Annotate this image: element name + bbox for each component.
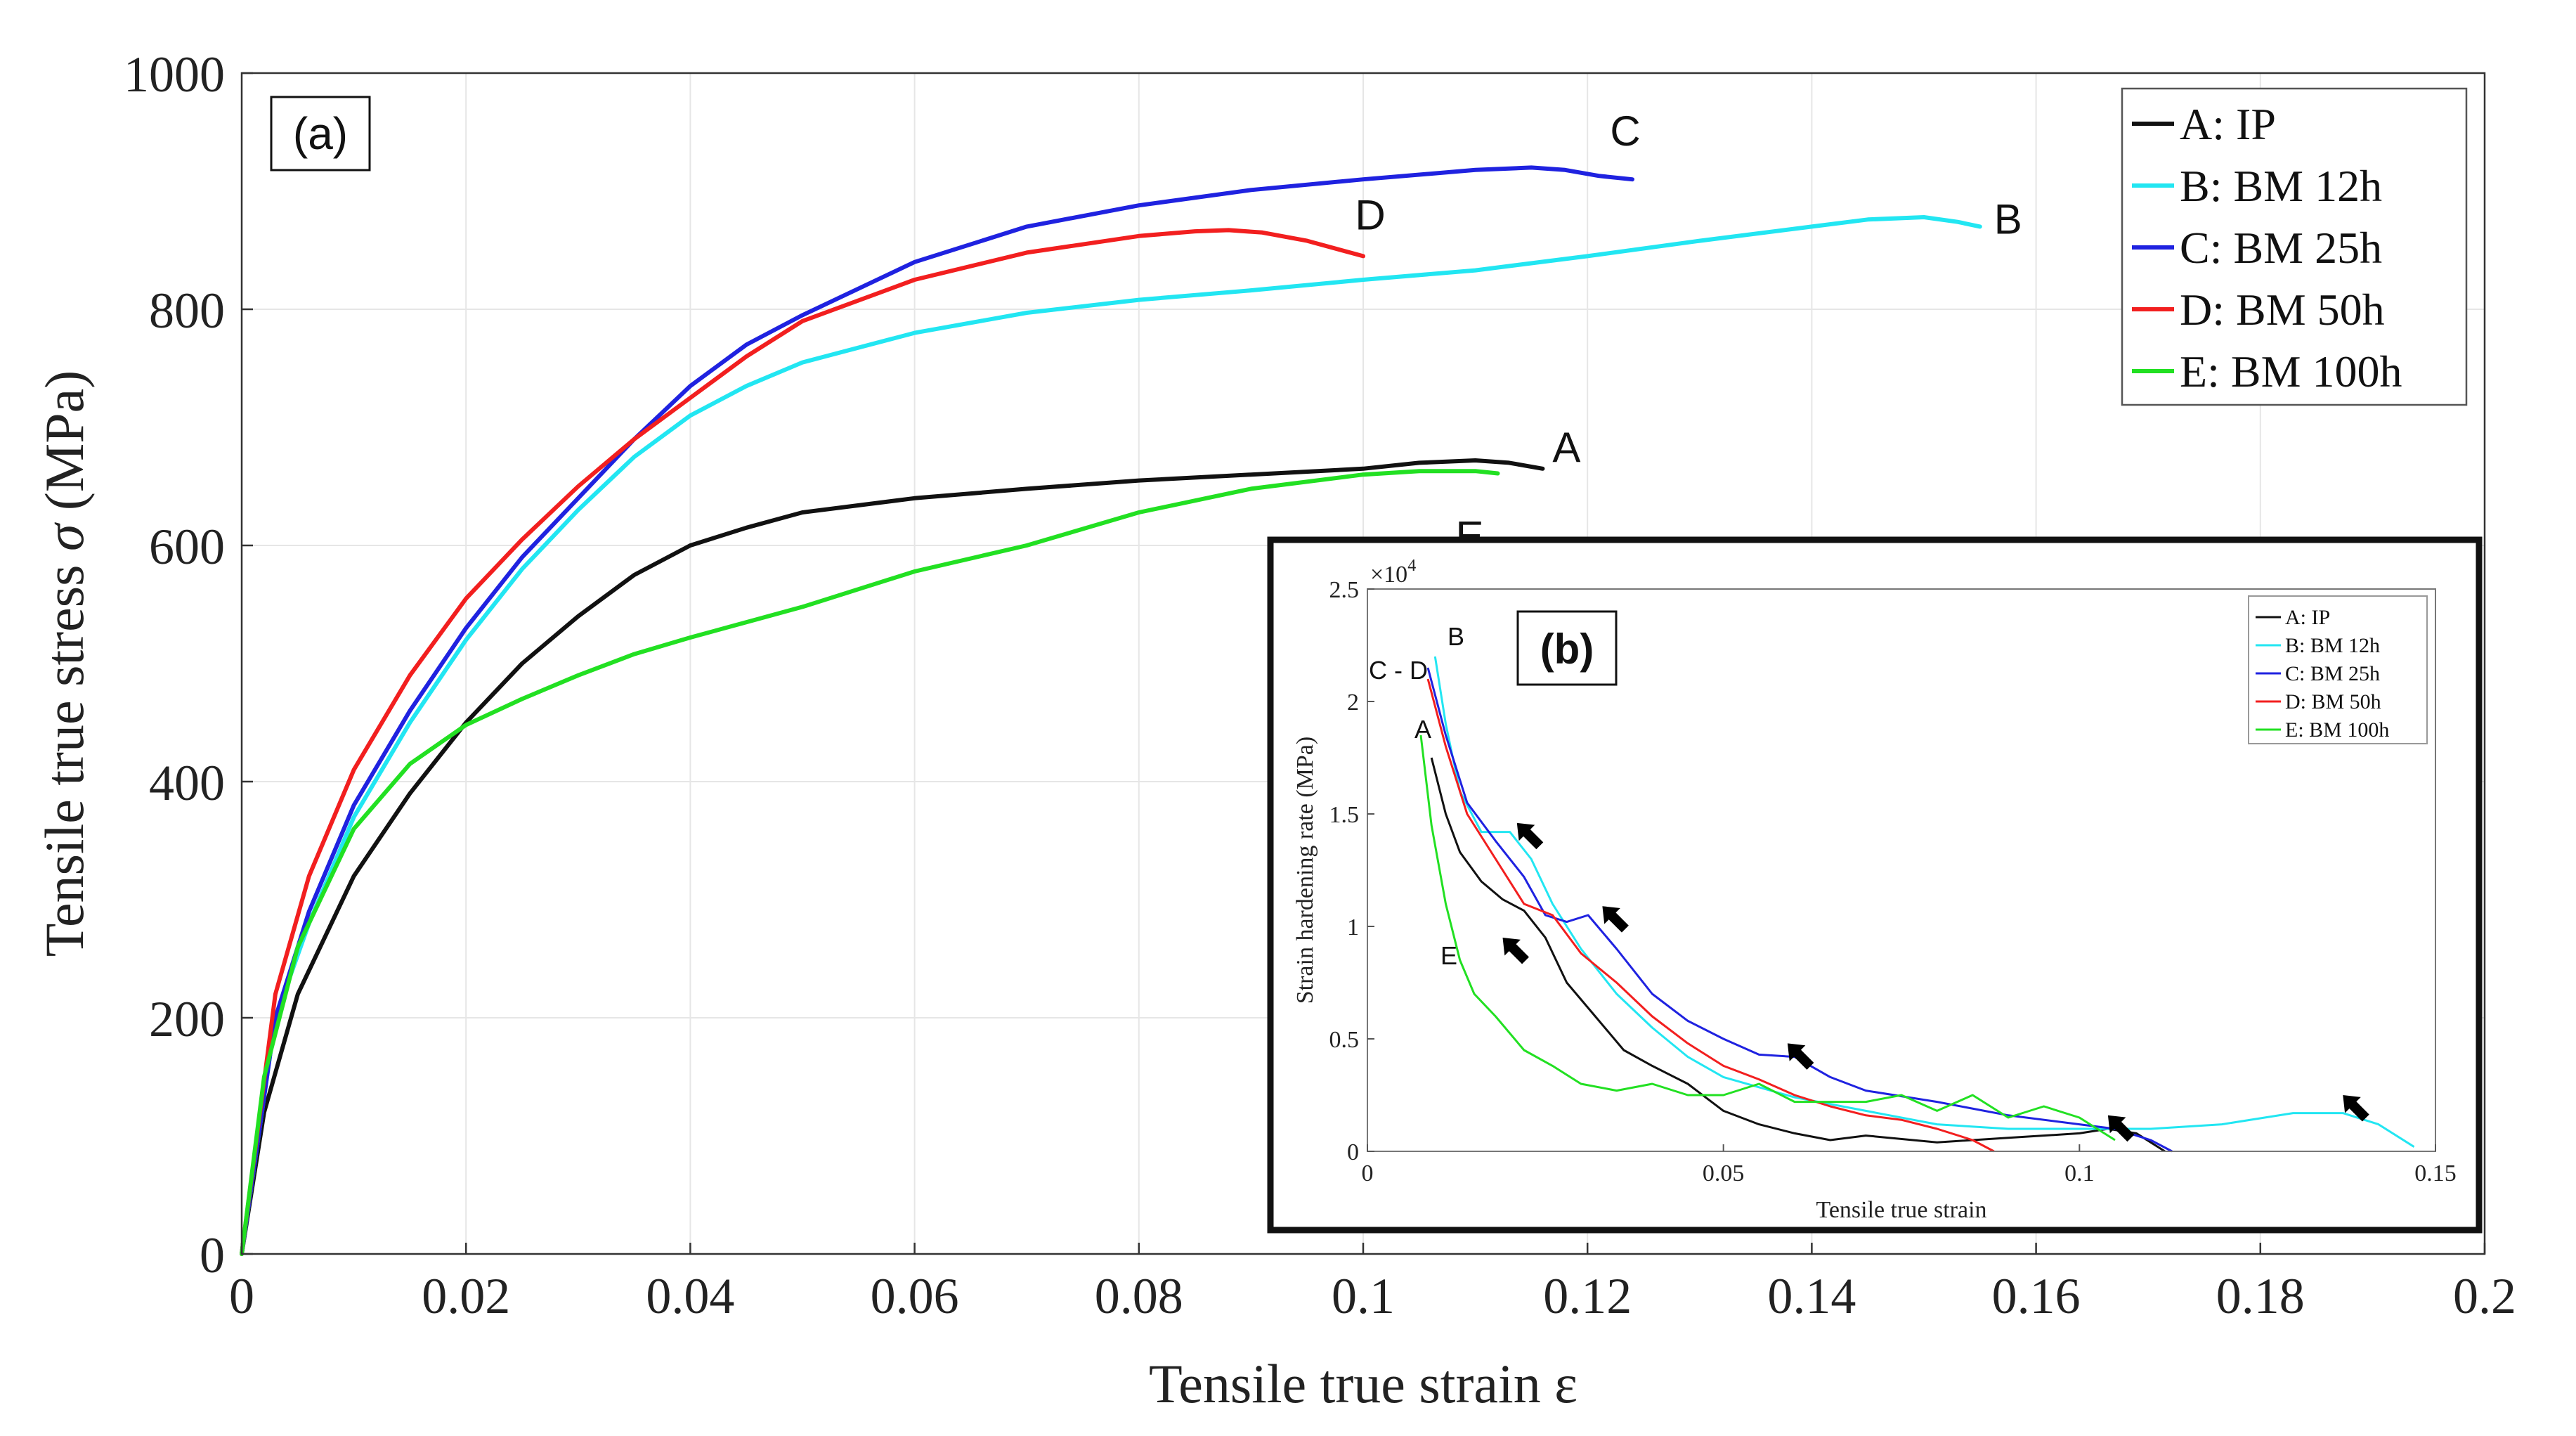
main-legend-label-c: C: BM 25h [2180, 223, 2382, 273]
inset-arrow-4 [2343, 1095, 2369, 1122]
inset-y-tick-label-1: 0.5 [1329, 1027, 1360, 1053]
main-y-tick-label-2: 400 [149, 755, 225, 811]
inset-arrow-markers [1502, 822, 2369, 1142]
main-y-tick-label-0: 0 [200, 1227, 225, 1283]
inset-legend-label-a: A: IP [2285, 606, 2330, 629]
inset-legend-entries: A: IP B: BM 12h C: BM 25h D: BM 50h E: BM 10… [2256, 606, 2389, 742]
inset-plot-frame [1367, 588, 2436, 1152]
panel-a-frame [270, 96, 371, 172]
inset-series-group [1419, 656, 2415, 1153]
main-x-tick-label-6: 0.12 [1543, 1268, 1632, 1324]
main-y-tick-label-4: 800 [149, 283, 225, 339]
main-legend-frame [2121, 87, 2468, 406]
inset-annotation-e: E [1440, 941, 1457, 970]
inset-legend-label-e: E: BM 100h [2285, 718, 2389, 742]
inset-arrow-shape-3 [2107, 1115, 2135, 1142]
inset-series-d [1426, 678, 1995, 1153]
main-x-tick-label-9: 0.18 [2216, 1268, 2305, 1324]
main-y-tick-label-1: 200 [149, 991, 225, 1047]
inset-y-tick-label-3: 1.5 [1329, 802, 1360, 828]
main-curve-label-c: C [1610, 108, 1640, 155]
main-series-b [240, 215, 1982, 1256]
main-y-axis-title-suffix: (MPa) [34, 370, 95, 524]
inset-legend-label-d: D: BM 50h [2285, 690, 2381, 713]
inset-series-e [1419, 735, 2116, 1141]
main-series-a [240, 458, 1545, 1256]
main-series-d [240, 228, 1365, 1256]
inset-arrow-0 [1516, 822, 1544, 850]
main-curve-label-b: B [1994, 195, 2022, 242]
panel-a-label: (a) [293, 108, 348, 159]
main-y-axis-title-prefix: Tensile true stress [34, 551, 95, 957]
inset-y-axis-title: Strain hardening rate (MPa) [1292, 737, 1318, 1004]
main-legend-label-b: B: BM 12h [2180, 161, 2382, 211]
main-legend-label-a: A: IP [2180, 99, 2276, 149]
main-x-tick-label-4: 0.08 [1095, 1268, 1183, 1324]
main-series-c [240, 165, 1634, 1256]
main-x-tick-label-7: 0.14 [1767, 1268, 1856, 1324]
inset-arrow-5 [1502, 938, 1529, 964]
inset-legend-frame [2248, 595, 2428, 744]
inset-series-c [1426, 667, 2173, 1153]
inset-arrow-shape-1 [1602, 906, 1629, 933]
main-legend-label-d: D: BM 50h [2180, 285, 2385, 335]
panel-b-label-box: (b) [1516, 610, 1618, 686]
inset-legend-label-c: C: BM 25h [2285, 662, 2380, 685]
main-legend-entries: A: IP B: BM 12h C: BM 25h D: BM 50h E: BM 10… [2132, 99, 2402, 396]
panel-b-label: (b) [1540, 626, 1594, 673]
inset-annotation-c-d: C - D [1369, 656, 1428, 685]
panel-b-frame [1516, 610, 1618, 686]
main-y-ticks: 0 200 400 600 800 1000 [124, 46, 253, 1283]
inset-arrow-3 [2107, 1115, 2135, 1142]
inset-series-b [1433, 656, 2415, 1148]
inset-y-multiplier-base: ×10 [1370, 562, 1407, 588]
inset-y-multiplier-exp: 4 [1407, 557, 1416, 575]
main-y-axis-title-symbol: σ [34, 522, 95, 551]
inset-arrow-shape-2 [1787, 1043, 1814, 1070]
main-legend-label-e: E: BM 100h [2180, 347, 2402, 396]
inset-y-tick-label-0: 0 [1347, 1139, 1359, 1165]
main-x-tick-label-10: 0.2 [2453, 1268, 2516, 1324]
main-series-e [240, 469, 1500, 1256]
inset-panel-b: 0 0.05 0.1 0.15 0 0.5 1 1.5 2 2.5 ×104 Tensile t… [1267, 536, 2483, 1234]
inset-y-multiplier: ×104 [1370, 557, 1416, 588]
main-x-tick-label-2: 0.04 [646, 1268, 734, 1324]
main-y-tick-label-3: 600 [149, 519, 225, 575]
inset-arrow-shape-4 [2343, 1095, 2369, 1122]
inset-arrow-2 [1787, 1043, 1814, 1070]
inset-legend-label-b: B: BM 12h [2285, 634, 2380, 657]
inset-x-axis-title: Tensile true strain [1816, 1197, 1986, 1223]
main-x-tick-label-1: 0.02 [422, 1268, 510, 1324]
main-x-tick-label-3: 0.06 [871, 1268, 959, 1324]
inset-x-tick-label-1: 0.05 [1703, 1160, 1745, 1186]
inset-legend: A: IP B: BM 12h C: BM 25h D: BM 50h E: BM 10… [2248, 595, 2428, 744]
inset-x-ticks: 0 0.05 0.1 0.15 [1362, 1144, 2457, 1186]
main-y-tick-label-5: 1000 [124, 46, 225, 103]
inset-y-tick-label-2: 1 [1347, 914, 1359, 940]
main-curve-label-d: D [1355, 191, 1385, 238]
inset-y-tick-label-5: 2.5 [1329, 577, 1360, 603]
main-curve-label-a: A [1552, 424, 1580, 471]
inset-arrow-1 [1602, 906, 1629, 933]
inset-x-tick-label-2: 0.1 [2064, 1160, 2095, 1186]
main-x-tick-label-0: 0 [229, 1268, 254, 1324]
main-x-tick-label-8: 0.16 [1992, 1268, 2081, 1324]
panel-a-label-box: (a) [270, 96, 371, 172]
inset-x-tick-label-0: 0 [1362, 1160, 1374, 1186]
main-legend: A: IP B: BM 12h C: BM 25h D: BM 50h E: BM 10… [2121, 87, 2468, 406]
inset-y-tick-label-4: 2 [1347, 690, 1359, 716]
main-y-axis-title: Tensile true stress σ (MPa) [34, 370, 95, 957]
inset-annotation-b: B [1448, 622, 1464, 651]
inset-series-a [1430, 757, 2166, 1153]
main-series-group [240, 165, 1982, 1256]
inset-y-ticks: 0 0.5 1 1.5 2 2.5 [1329, 577, 1374, 1165]
inset-arrow-shape-0 [1516, 822, 1544, 850]
main-x-ticks: 0 0.02 0.04 0.06 0.08 0.1 0.12 0.14 0.16 0.18 0.2 [229, 1243, 2516, 1324]
main-x-axis-title: Tensile true strain ε [1149, 1353, 1578, 1414]
main-x-tick-label-5: 0.1 [1332, 1268, 1395, 1324]
inset-arrow-shape-5 [1502, 938, 1529, 964]
inset-annotation-a: A [1414, 715, 1431, 744]
inset-x-tick-label-3: 0.15 [2414, 1160, 2457, 1186]
